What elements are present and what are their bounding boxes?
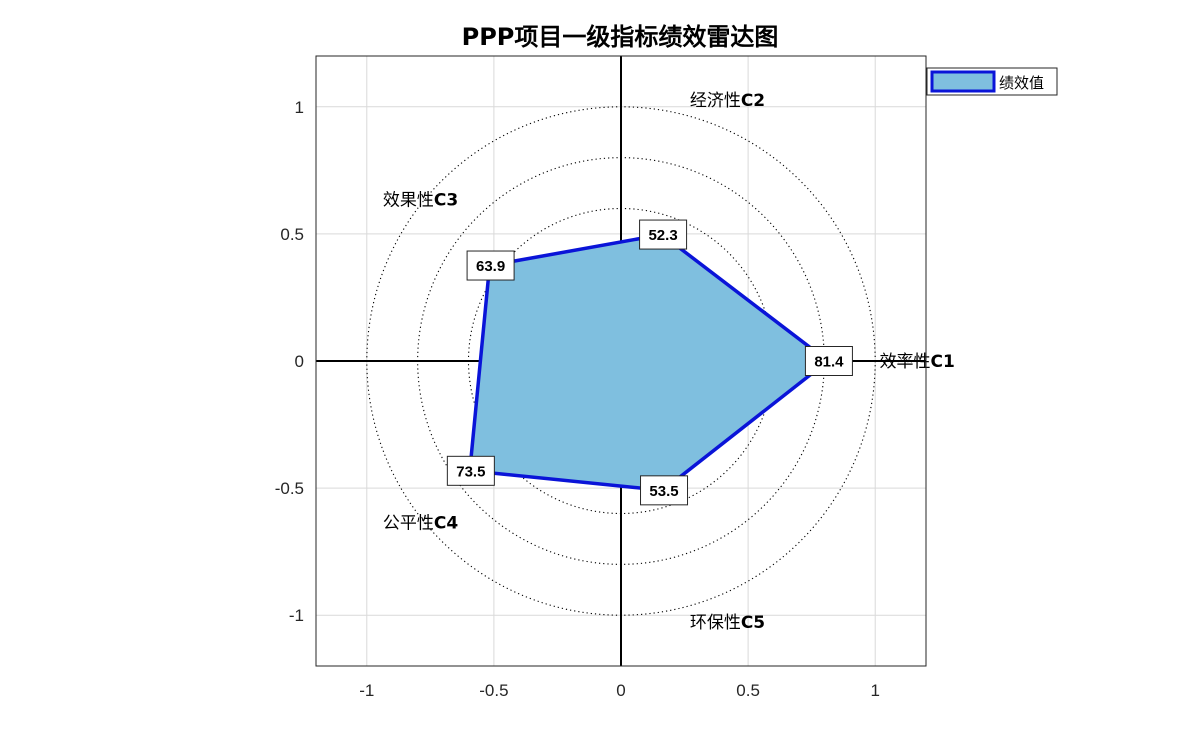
chart-title: PPP项目一级指标绩效雷达图 [462, 23, 779, 51]
x-tick-label: 1 [870, 681, 879, 700]
x-tick-label: 0 [616, 681, 625, 700]
category-label: 公平性C4 [383, 513, 458, 533]
y-tick-label: -0.5 [275, 479, 304, 498]
data-label: 52.3 [639, 219, 688, 250]
data-label: 81.4 [804, 346, 853, 376]
data-labels: 81.4 52.3 63.9 73.5 53.5 [446, 219, 853, 506]
data-label-text: 81.4 [814, 354, 844, 371]
legend[interactable]: 绩效值 [926, 67, 1058, 96]
x-tick-label: -1 [359, 681, 374, 700]
legend-swatch [930, 70, 996, 93]
data-label-box [639, 219, 688, 250]
data-label-text: 63.9 [476, 258, 505, 275]
data-label-box [804, 346, 853, 376]
data-label-text: 52.3 [648, 227, 677, 244]
series-layer [467, 232, 831, 493]
data-label-box [446, 455, 495, 486]
legend-label: 绩效值 [999, 74, 1044, 92]
data-label-box [640, 475, 689, 506]
x-tick-label: 0.5 [736, 681, 760, 700]
data-label-text: 53.5 [649, 483, 678, 500]
category-label: 环保性C5 [690, 613, 765, 633]
x-tick-label: -0.5 [479, 681, 508, 700]
tick-labels: -1 -0.5 0 0.5 1 1 0.5 0 -0.5 -1 [275, 98, 880, 700]
category-labels: 效率性C1 经济性C2 效果性C3 公平性C4 环保性C5 [383, 91, 955, 633]
y-tick-label: 1 [295, 98, 304, 117]
y-tick-label: 0 [295, 352, 304, 371]
category-label: 效率性C1 [880, 352, 955, 372]
series-polygon [467, 232, 831, 493]
data-label: 63.9 [466, 250, 515, 281]
plot-frame [315, 55, 927, 667]
y-tick-label: 0.5 [280, 225, 304, 244]
y-tick-label: -1 [289, 606, 304, 625]
data-label: 53.5 [640, 475, 689, 506]
data-label: 73.5 [446, 455, 495, 486]
category-label: 经济性C2 [690, 91, 765, 111]
category-label: 效果性C3 [383, 191, 458, 211]
data-label-box [466, 250, 515, 281]
data-label-text: 73.5 [456, 463, 485, 480]
